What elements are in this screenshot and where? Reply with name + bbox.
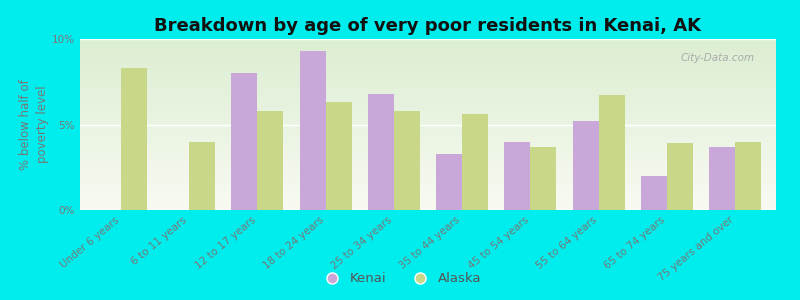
Bar: [667, 143, 693, 210]
Bar: [462, 114, 488, 210]
Bar: [530, 147, 556, 210]
Bar: [735, 142, 761, 210]
Bar: [573, 121, 598, 210]
Title: Breakdown by age of very poor residents in Kenai, AK: Breakdown by age of very poor residents …: [154, 17, 702, 35]
Bar: [231, 73, 258, 210]
Bar: [436, 154, 462, 210]
Bar: [121, 68, 147, 210]
Bar: [368, 94, 394, 210]
Bar: [709, 147, 735, 210]
Bar: [326, 102, 351, 210]
Bar: [189, 142, 215, 210]
Text: City-Data.com: City-Data.com: [681, 53, 755, 63]
Bar: [258, 111, 283, 210]
Bar: [394, 111, 420, 210]
Bar: [300, 51, 326, 210]
Y-axis label: % below half of
poverty level: % below half of poverty level: [19, 79, 50, 170]
Bar: [505, 142, 530, 210]
Legend: Kenai, Alaska: Kenai, Alaska: [313, 267, 487, 290]
Bar: [641, 176, 667, 210]
Bar: [598, 95, 625, 210]
